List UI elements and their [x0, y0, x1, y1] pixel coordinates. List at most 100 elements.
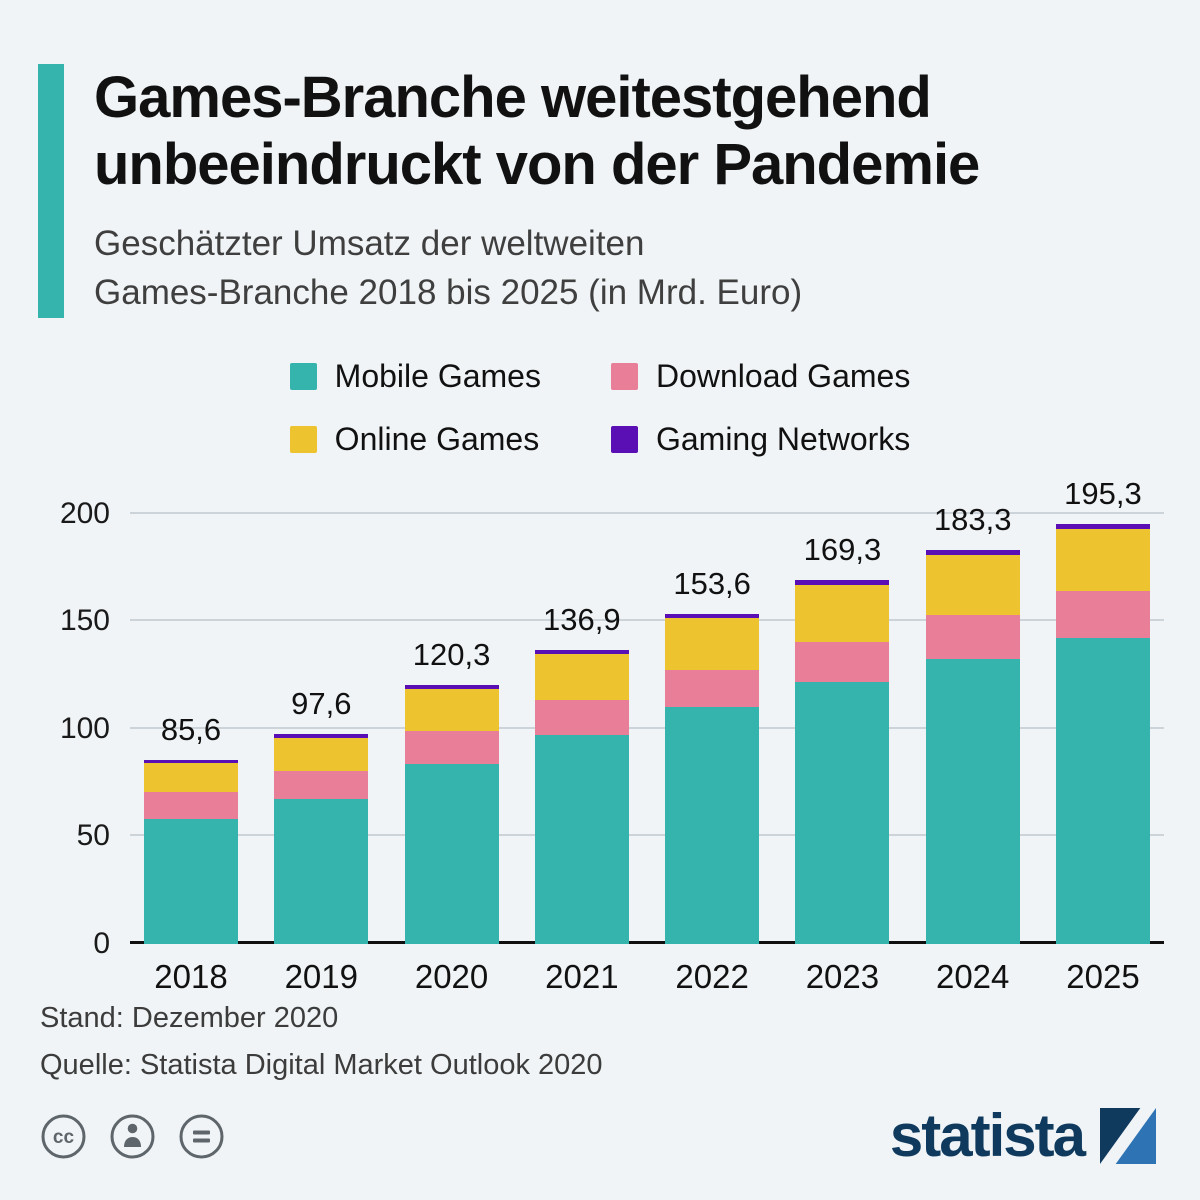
x-tick-label-2021: 2021: [545, 957, 619, 995]
segment-mobile-games-2019: [274, 799, 369, 944]
segment-gaming-networks-2023: [795, 579, 890, 585]
segment-gaming-networks-2022: [665, 613, 760, 619]
segment-online-games-2024: [925, 554, 1020, 616]
segment-download-games-2023: [795, 641, 890, 682]
segment-online-games-2023: [795, 584, 890, 642]
legend-item-download-games: Download Games: [610, 357, 911, 395]
gridlines: [130, 511, 1164, 944]
segment-online-games-2019: [274, 737, 369, 772]
legend-swatch-mobile-games: [289, 362, 317, 390]
legend-label-download-games: Download Games: [655, 357, 911, 394]
header: Games-Branche weitestgehend unbeeindruck…: [38, 64, 1160, 318]
bar-group-2019: 97,6 2019: [274, 514, 369, 995]
gridline-50: [130, 834, 1164, 837]
segment-online-games-2020: [404, 689, 499, 732]
logo-triangle-upper: [1100, 1108, 1141, 1164]
legend-item-mobile-games: Mobile Games: [289, 358, 541, 395]
statista-wordmark: statista: [889, 1102, 1086, 1169]
y-tick-label-150: 150: [59, 604, 110, 638]
bar-stack-2021: [534, 649, 629, 944]
title-line-2: unbeeindruckt von der Pandemie: [94, 132, 980, 198]
total-label-2020: 120,3: [412, 637, 491, 673]
bar-group-2020: 120,3 2020: [404, 514, 499, 995]
total-label-2019: 97,6: [291, 686, 352, 722]
total-label-2025: 195,3: [1064, 476, 1142, 512]
segment-gaming-networks-2021: [534, 649, 629, 654]
svg-text:cc: cc: [53, 1127, 75, 1148]
y-tick-label-200: 200: [59, 496, 110, 530]
segment-gaming-networks-2018: [144, 759, 238, 764]
segment-online-games-2025: [1055, 529, 1150, 592]
segment-online-games-2021: [534, 653, 629, 700]
segment-online-games-2022: [665, 618, 760, 671]
total-label-2021: 136,9: [543, 601, 621, 637]
page-title: Games-Branche weitestgehend unbeeindruck…: [94, 64, 980, 199]
x-tick-label-2023: 2023: [805, 957, 880, 995]
subtitle: Geschätzter Umsatz der weltweiten Games-…: [94, 219, 979, 318]
subtitle-line-2: Games-Branche 2018 bis 2025 (in Mrd. Eur…: [94, 273, 803, 313]
segment-download-games-2018: [144, 791, 238, 820]
segment-mobile-games-2023: [795, 681, 890, 944]
y-tick-label-0: 0: [93, 926, 110, 960]
bar-chart: 0 50 100 150 200 85,6 2018 97,6 2019 120,3 2020 13…: [60, 476, 1164, 995]
y-tick-label-50: 50: [76, 819, 110, 853]
legend-item-online-games: Online Games: [289, 420, 541, 458]
gridline-150: [130, 619, 1164, 622]
x-tick-label-2024: 2024: [935, 957, 1010, 995]
legend-swatch-online-games: [289, 425, 317, 453]
x-axis-line: [130, 940, 1164, 944]
segment-download-games-2021: [534, 699, 629, 735]
segment-gaming-networks-2025: [1055, 524, 1150, 530]
statista-logo[interactable]: statista: [890, 1106, 1156, 1166]
legend-swatch-gaming-networks: [610, 425, 638, 453]
bar-group-2024: 183,3 2024: [925, 502, 1020, 995]
segment-download-games-2020: [404, 731, 499, 764]
segment-mobile-games-2021: [534, 734, 629, 944]
bar-group-2022: 153,6 2022: [665, 514, 760, 995]
cc-icon[interactable]: cc: [40, 1113, 87, 1160]
license-icons: cc: [40, 1113, 225, 1160]
bar-stack-2022: [665, 613, 760, 944]
bar-stack-2019: [274, 734, 369, 944]
bar-stack-2023: [795, 579, 890, 944]
subtitle-line-1: Geschätzter Umsatz der weltweiten: [94, 223, 645, 263]
x-tick-label-2022: 2022: [675, 957, 749, 995]
total-label-2023: 169,3: [803, 531, 882, 567]
source-note: Quelle: Statista Digital Market Outlook …: [40, 1048, 603, 1081]
legend-label-gaming-networks: Gaming Networks: [655, 420, 911, 457]
legend-item-gaming-networks: Gaming Networks: [610, 420, 911, 458]
bar-group-2021: 136,9 2021: [534, 514, 629, 995]
segment-mobile-games-2020: [404, 763, 499, 944]
legend-swatch-download-games: [610, 362, 638, 390]
bars: 85,6 2018 97,6 2019 120,3 2020 136,9 2021 153,6 2…: [130, 476, 1164, 995]
no-derivatives-icon[interactable]: [178, 1113, 225, 1160]
bottom-bar: cc statista: [40, 1106, 1156, 1166]
segment-mobile-games-2022: [665, 707, 760, 944]
segment-gaming-networks-2019: [274, 734, 369, 738]
logo-triangle-lower: [1115, 1108, 1156, 1164]
total-label-2022: 153,6: [673, 565, 751, 601]
y-tick-label-100: 100: [59, 711, 110, 745]
segment-download-games-2022: [665, 670, 760, 708]
legend: Mobile Games Download Games Online Games…: [0, 358, 1200, 458]
gridline-100: [130, 726, 1164, 729]
total-label-2024: 183,3: [933, 501, 1012, 537]
x-tick-label-2018: 2018: [154, 957, 228, 995]
footnotes: Stand: Dezember 2020 Quelle: Statista Di…: [40, 1002, 1160, 1082]
x-tick-label-2025: 2025: [1066, 957, 1140, 995]
segment-mobile-games-2025: [1055, 638, 1150, 944]
y-axis: 0 50 100 150 200: [60, 497, 1164, 960]
bar-group-2025: 195,3 2025: [1055, 476, 1150, 995]
segment-gaming-networks-2024: [925, 549, 1020, 555]
legend-label-online-games: Online Games: [334, 420, 540, 457]
accent-bar: [38, 64, 64, 318]
bar-group-2018: 85,6 2018: [144, 514, 238, 995]
segment-download-games-2025: [1055, 591, 1150, 639]
segment-mobile-games-2018: [144, 819, 238, 944]
stand-note: Stand: Dezember 2020: [40, 1001, 339, 1034]
attribution-icon[interactable]: [109, 1113, 156, 1160]
bar-stack-2025: [1055, 524, 1150, 944]
segment-mobile-games-2024: [925, 659, 1020, 944]
segment-download-games-2019: [274, 771, 369, 800]
